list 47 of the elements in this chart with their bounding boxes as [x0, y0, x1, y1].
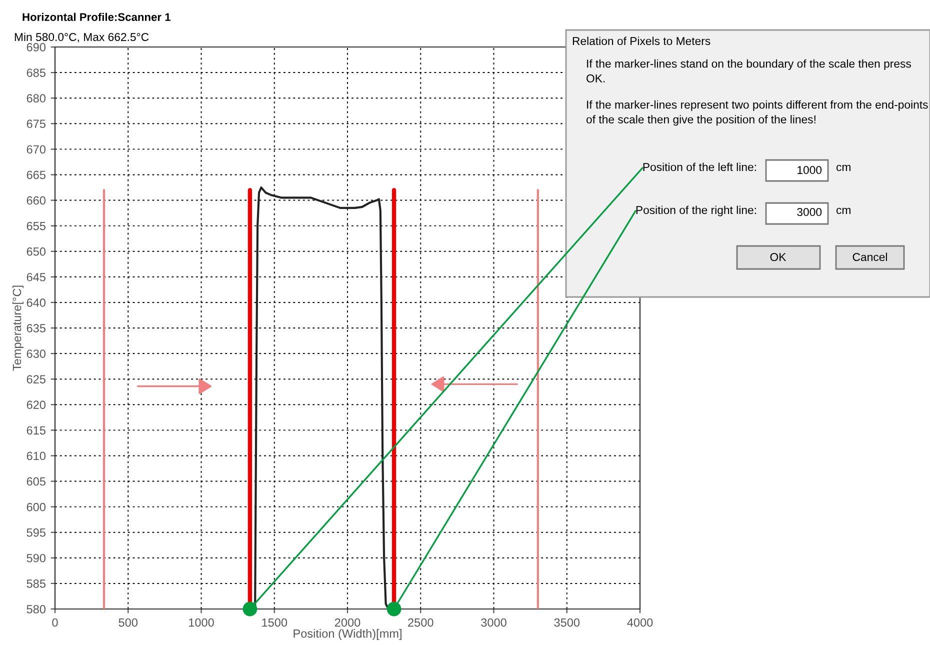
chart-title: Horizontal Profile:Scanner 1	[22, 12, 170, 21]
y-tick-label: 580	[26, 605, 46, 614]
y-tick-label: 665	[26, 170, 46, 180]
y-tick-label: 595	[26, 528, 46, 537]
y-tick-label: 610	[26, 452, 46, 460]
y-tick-label: 590	[26, 554, 46, 562]
text: Relation of Pixels to Meters	[572, 36, 710, 46]
x-tick-label: 0	[52, 618, 58, 627]
x-tick-label: 2500	[408, 618, 434, 627]
y-tick-label: 600	[26, 502, 46, 512]
x-tick-label: 4000	[627, 618, 653, 627]
y-tick-label: 655	[26, 222, 46, 230]
x-tick-label: 3500	[554, 618, 580, 627]
y-tick-label: 640	[26, 298, 46, 307]
text: OK	[770, 252, 786, 262]
y-tick-label: 670	[26, 145, 46, 154]
x-tick-label: 3000	[481, 618, 506, 627]
y-axis-title: Temperature[°C]	[12, 286, 24, 371]
x-tick-label: 1500	[262, 618, 288, 627]
text: Cancel	[852, 252, 887, 262]
text: Min 580.0°C, Max 662.5°C	[14, 32, 149, 42]
y-tick-label: 690	[26, 43, 46, 52]
text: cm	[836, 164, 850, 172]
annotation: If the marker-lines stand on the boundary of the scale then press OK.	[586, 59, 911, 82]
x-tick-label: 500	[118, 618, 138, 627]
y-tick-label: 615	[26, 426, 46, 435]
y-tick-label: 635	[26, 324, 46, 332]
y-tick-label: 675	[26, 120, 46, 128]
x-axis-title: Position (Width)[mm]	[294, 629, 402, 640]
y-tick-label: 685	[26, 68, 46, 77]
text: 1000	[798, 166, 822, 174]
annotation: If the marker-lines represent two points different from the end-points of the scale then give the position of the lines!	[586, 100, 928, 126]
text: cm	[836, 208, 850, 214]
annotation: Position of the right line:	[636, 206, 756, 216]
y-tick-label: 630	[26, 350, 46, 358]
annotation: Position of the left line:	[643, 162, 756, 172]
y-tick-label: 660	[26, 196, 46, 205]
y-tick-label: 680	[26, 94, 46, 102]
y-tick-label: 625	[26, 375, 46, 384]
y-tick-label: 620	[26, 400, 46, 410]
y-tick-label: 605	[26, 477, 46, 486]
x-tick-label: 1000	[189, 618, 214, 627]
x-tick-label: 2000	[334, 618, 360, 627]
y-tick-label: 650	[26, 247, 46, 256]
y-tick-label: 645	[26, 272, 46, 282]
text: 3000	[797, 208, 822, 216]
y-tick-label: 585	[26, 579, 46, 588]
